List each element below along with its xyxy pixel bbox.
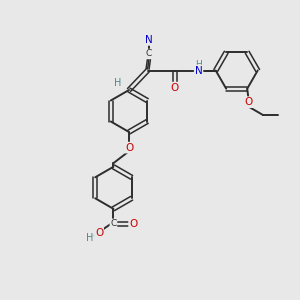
Text: C: C (146, 50, 152, 58)
Text: O: O (125, 142, 133, 153)
Text: O: O (95, 228, 103, 238)
Text: C: C (110, 219, 116, 228)
Text: O: O (129, 219, 138, 229)
Text: O: O (170, 82, 179, 93)
Text: N: N (145, 35, 153, 45)
Text: N: N (195, 65, 203, 76)
Text: O: O (244, 97, 253, 107)
Text: H: H (86, 233, 93, 243)
Text: H: H (114, 78, 121, 88)
Text: H: H (195, 60, 202, 69)
